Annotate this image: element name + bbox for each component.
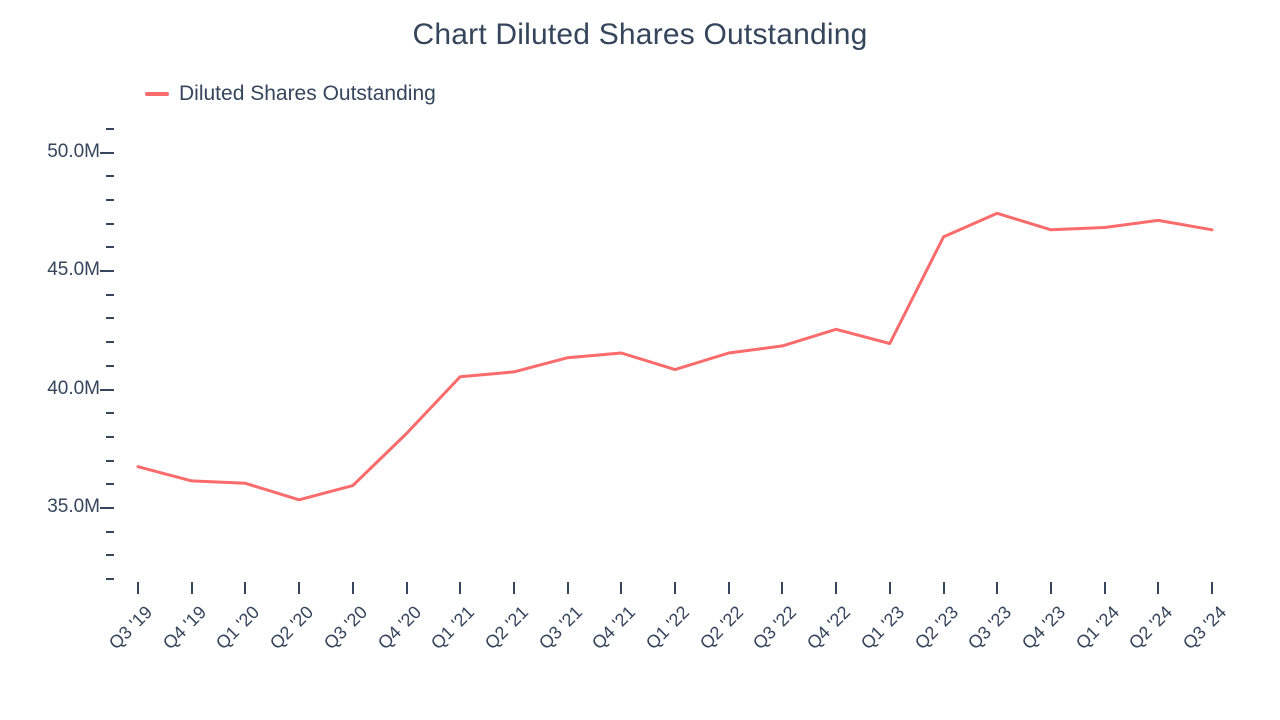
- y-minor-tick: [106, 531, 114, 533]
- y-minor-tick: [106, 294, 114, 296]
- y-axis: 35.0M 40.0M 45.0M 50.0M: [0, 128, 120, 578]
- y-minor-tick: [106, 317, 114, 319]
- y-minor-tick: [106, 341, 114, 343]
- x-tick-label: Q1 '23: [857, 602, 909, 654]
- x-tick-label: Q4 '21: [588, 602, 640, 654]
- x-tick: [620, 582, 622, 594]
- x-tick: [298, 582, 300, 594]
- x-tick: [513, 582, 515, 594]
- x-axis: Q3 '19Q4 '19Q1 '20Q2 '20Q3 '20Q4 '20Q1 '…: [120, 578, 1230, 698]
- y-major-tick: [100, 389, 114, 391]
- x-tick-label: Q3 '23: [964, 602, 1016, 654]
- x-tick: [459, 582, 461, 594]
- x-tick-label: Q4 '23: [1018, 602, 1070, 654]
- y-tick-label: 40.0M: [47, 378, 100, 400]
- x-tick: [137, 582, 139, 594]
- x-tick: [781, 582, 783, 594]
- y-minor-tick: [106, 554, 114, 556]
- x-tick-label: Q4 '19: [159, 602, 211, 654]
- y-minor-tick: [106, 128, 114, 130]
- x-tick: [567, 582, 569, 594]
- x-tick-label: Q4 '20: [373, 602, 425, 654]
- x-tick-label: Q1 '21: [427, 602, 479, 654]
- x-tick-label: Q3 '24: [1179, 602, 1231, 654]
- y-major-tick: [100, 507, 114, 509]
- y-tick-label: 45.0M: [47, 259, 100, 281]
- y-tick-label: 35.0M: [47, 496, 100, 518]
- y-minor-tick: [106, 412, 114, 414]
- x-tick: [674, 582, 676, 594]
- x-tick: [406, 582, 408, 594]
- x-tick: [1157, 582, 1159, 594]
- x-tick: [943, 582, 945, 594]
- x-tick-label: Q2 '24: [1125, 602, 1177, 654]
- x-tick-label: Q2 '21: [481, 602, 533, 654]
- legend-label: Diluted Shares Outstanding: [179, 82, 436, 106]
- x-tick: [1050, 582, 1052, 594]
- x-tick: [889, 582, 891, 594]
- line-chart-svg: [120, 128, 1230, 578]
- x-tick-label: Q2 '22: [696, 602, 748, 654]
- y-minor-tick: [106, 578, 114, 580]
- x-tick-label: Q2 '20: [266, 602, 318, 654]
- x-tick: [244, 582, 246, 594]
- x-tick: [1104, 582, 1106, 594]
- y-major-tick: [100, 152, 114, 154]
- y-minor-tick: [106, 460, 114, 462]
- chart-title: Chart Diluted Shares Outstanding: [0, 18, 1280, 52]
- y-minor-tick: [106, 246, 114, 248]
- x-tick-label: Q3 '21: [534, 602, 586, 654]
- legend-swatch: [145, 92, 169, 96]
- y-minor-tick: [106, 199, 114, 201]
- y-minor-tick: [106, 365, 114, 367]
- y-minor-tick: [106, 175, 114, 177]
- y-major-tick: [100, 270, 114, 272]
- x-tick-label: Q4 '22: [803, 602, 855, 654]
- x-tick: [996, 582, 998, 594]
- y-tick-label: 50.0M: [47, 141, 100, 163]
- series-line: [138, 213, 1212, 500]
- y-minor-tick: [106, 223, 114, 225]
- legend: Diluted Shares Outstanding: [145, 82, 436, 106]
- x-tick: [352, 582, 354, 594]
- x-tick-label: Q1 '24: [1071, 602, 1123, 654]
- x-tick-label: Q3 '20: [320, 602, 372, 654]
- plot-area: [120, 128, 1230, 578]
- x-tick-label: Q1 '22: [642, 602, 694, 654]
- x-tick: [1211, 582, 1213, 594]
- x-tick-label: Q3 '19: [105, 602, 157, 654]
- x-tick: [191, 582, 193, 594]
- y-minor-tick: [106, 436, 114, 438]
- y-minor-tick: [106, 483, 114, 485]
- x-tick-label: Q3 '22: [749, 602, 801, 654]
- x-tick: [728, 582, 730, 594]
- x-tick-label: Q1 '20: [212, 602, 264, 654]
- x-tick-label: Q2 '23: [910, 602, 962, 654]
- x-tick: [835, 582, 837, 594]
